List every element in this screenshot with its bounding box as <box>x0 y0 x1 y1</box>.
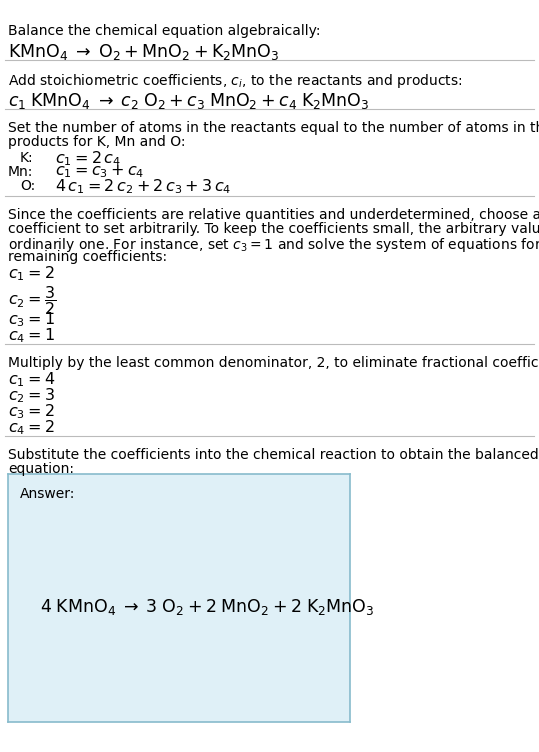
Text: $c_1 = c_3+c_4$: $c_1 = c_3+c_4$ <box>55 163 144 180</box>
Text: $4\,c_1 = 2\,c_2+2\,c_3+3\,c_4$: $4\,c_1 = 2\,c_2+2\,c_3+3\,c_4$ <box>55 177 231 196</box>
Text: equation:: equation: <box>8 462 74 476</box>
Text: $c_1 = 4$: $c_1 = 4$ <box>8 370 55 389</box>
Text: $4\;\mathregular{KMnO_4}\;\rightarrow\;3\;\mathregular{O_2}+2\;\mathregular{MnO_: $4\;\mathregular{KMnO_4}\;\rightarrow\;3… <box>40 597 375 617</box>
Text: K:: K: <box>20 151 33 165</box>
Text: $c_4 = 1$: $c_4 = 1$ <box>8 326 55 344</box>
Text: coefficient to set arbitrarily. To keep the coefficients small, the arbitrary va: coefficient to set arbitrarily. To keep … <box>8 222 539 236</box>
Text: $c_1 = 2\,c_4$: $c_1 = 2\,c_4$ <box>55 149 121 168</box>
Text: $c_1\;\mathregular{KMnO_4}\;\rightarrow\;c_2\;\mathregular{O_2}+c_3\;\mathregula: $c_1\;\mathregular{KMnO_4}\;\rightarrow\… <box>8 91 369 111</box>
Text: Since the coefficients are relative quantities and underdetermined, choose a: Since the coefficients are relative quan… <box>8 208 539 222</box>
Text: $c_3 = 2$: $c_3 = 2$ <box>8 402 54 420</box>
Text: $c_2 = 3$: $c_2 = 3$ <box>8 386 55 405</box>
Text: ordinarily one. For instance, set $c_3 = 1$ and solve the system of equations fo: ordinarily one. For instance, set $c_3 =… <box>8 236 539 254</box>
Text: Multiply by the least common denominator, 2, to eliminate fractional coefficient: Multiply by the least common denominator… <box>8 356 539 370</box>
Text: $\mathregular{KMnO_4}\;\rightarrow\;\mathregular{O_2 + MnO_2 + K_2MnO_3}$: $\mathregular{KMnO_4}\;\rightarrow\;\mat… <box>8 42 279 62</box>
Text: Mn:: Mn: <box>8 165 33 179</box>
Text: Balance the chemical equation algebraically:: Balance the chemical equation algebraica… <box>8 24 321 38</box>
Text: $c_1 = 2$: $c_1 = 2$ <box>8 264 54 283</box>
Text: Substitute the coefficients into the chemical reaction to obtain the balanced: Substitute the coefficients into the che… <box>8 448 539 462</box>
Text: O:: O: <box>20 179 35 193</box>
Text: Set the number of atoms in the reactants equal to the number of atoms in the: Set the number of atoms in the reactants… <box>8 121 539 135</box>
Text: $c_2 = \dfrac{3}{2}$: $c_2 = \dfrac{3}{2}$ <box>8 284 56 317</box>
Text: Add stoichiometric coefficients, $c_i$, to the reactants and products:: Add stoichiometric coefficients, $c_i$, … <box>8 72 462 90</box>
Text: products for K, Mn and O:: products for K, Mn and O: <box>8 135 185 149</box>
Text: $c_3 = 1$: $c_3 = 1$ <box>8 310 55 329</box>
Text: $c_4 = 2$: $c_4 = 2$ <box>8 418 54 437</box>
Text: Answer:: Answer: <box>20 487 75 501</box>
Text: remaining coefficients:: remaining coefficients: <box>8 250 167 264</box>
